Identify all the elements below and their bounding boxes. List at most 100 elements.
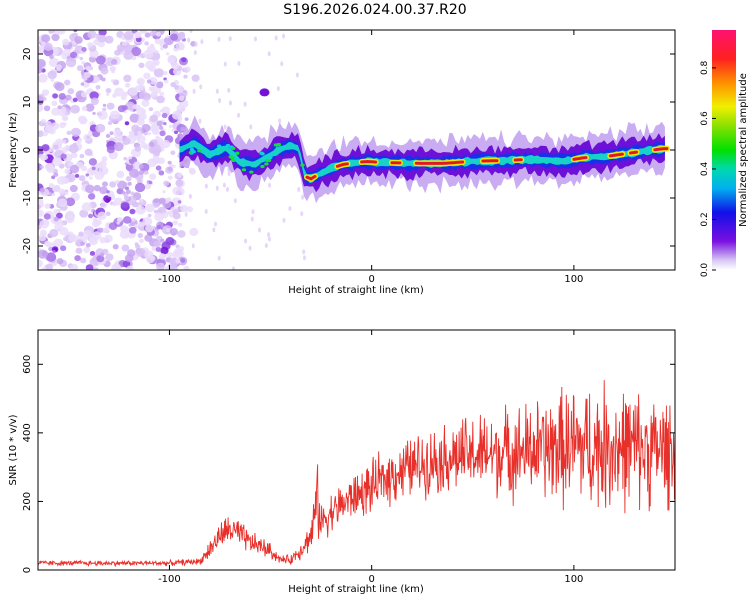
- spectrogram-noise-blob: [106, 145, 115, 154]
- spectrogram-noise-blob: [81, 105, 88, 111]
- spectrogram-noise-blob: [130, 46, 142, 57]
- spectrogram-noise-blob: [159, 109, 164, 113]
- spectrogram-noise-blob: [68, 233, 78, 242]
- spectrogram-noise-blob: [162, 44, 168, 49]
- spectrogram-noise-blob: [104, 228, 110, 234]
- spectrogram-speck: [295, 72, 299, 78]
- spectrogram-noise-blob: [183, 265, 190, 270]
- spectrogram-noise-blob: [62, 139, 67, 144]
- spectrogram-noise-blob: [145, 224, 154, 233]
- spectrogram-speck: [225, 186, 229, 192]
- spectrogram-noise-blob: [69, 165, 80, 174]
- spectrogram-noise-blob: [170, 150, 176, 155]
- spectrogram-noise-blob: [124, 254, 134, 263]
- spectrogram-noise-blob: [38, 103, 44, 113]
- spectrogram-noise-blob: [95, 123, 106, 133]
- spectrogram-noise-blob: [137, 130, 142, 135]
- spectrogram-speck: [212, 227, 216, 233]
- spectrogram-speck: [191, 243, 195, 249]
- spectrogram-noise-blob: [155, 246, 162, 252]
- ridge-core-red: [608, 152, 624, 158]
- spectrogram-noise-blob: [160, 238, 165, 243]
- spectrogram-speck: [184, 68, 188, 74]
- spectrogram-noise-blob: [66, 130, 72, 136]
- spectrogram-noise-blob: [81, 47, 87, 52]
- spectrogram-speck: [300, 211, 304, 217]
- spectrogram-noise-blob: [171, 197, 182, 207]
- spectrogram-noise-blob: [179, 31, 185, 37]
- spectrogram-noise-blob: [122, 137, 131, 145]
- spectrogram-noise-blob: [143, 170, 149, 175]
- spectrogram-noise-blob: [139, 30, 147, 34]
- spectrogram-speck: [192, 88, 196, 94]
- spectrogram-noise-blob: [78, 175, 86, 182]
- spectrogram-y-ticks: -20 -10 0 10 20: [22, 48, 675, 254]
- spectrogram-noise-blob: [149, 173, 157, 180]
- spectrogram-noise-blob: [128, 87, 138, 96]
- spectrogram-noise-blob: [101, 156, 108, 162]
- ridge-highlight: [259, 151, 264, 155]
- spectrogram-noise-blob: [65, 197, 76, 207]
- spectrogram-speck: [278, 118, 282, 124]
- spectrogram-noise-blob: [153, 198, 159, 204]
- spectrogram-noise-blob: [105, 88, 112, 94]
- spectrogram-noise-blob: [123, 44, 133, 53]
- spectrogram-noise-blob: [177, 230, 186, 238]
- spectrogram-noise-blob: [125, 189, 131, 195]
- spectrogram-noise-blob: [72, 97, 78, 103]
- spectrogram-noise-blob: [172, 186, 182, 196]
- spectrogram-noise-blob: [60, 245, 67, 252]
- spectrogram-noise-blob: [120, 202, 130, 211]
- spectrogram-noise-blob: [155, 165, 162, 171]
- spectrogram-speck: [250, 216, 254, 222]
- spectrogram-noise-blob: [135, 36, 142, 43]
- spectrogram-noise-blob: [87, 42, 94, 48]
- ridge-core-red: [360, 159, 378, 164]
- spectrogram-noise-blob: [49, 228, 59, 238]
- spectrogram-noise-blob: [38, 259, 43, 268]
- spectrogram-speck: [280, 61, 284, 67]
- spectrogram-noise-blob: [154, 38, 161, 45]
- spectrogram-noise-blob: [54, 222, 64, 231]
- spectrogram-noise-blob: [149, 114, 158, 123]
- spectrogram-noise-blob: [144, 41, 149, 46]
- spectrogram-noise-blob: [99, 186, 108, 195]
- spectrogram-noise-blob: [165, 52, 170, 56]
- snr-x-label: Height of straight line (km): [288, 584, 424, 595]
- spectrogram-noise-blob: [64, 168, 71, 175]
- ridge-highlight: [260, 164, 265, 169]
- spectrogram-noise-blob: [186, 206, 194, 213]
- spectrogram-noise-blob: [172, 220, 179, 226]
- spectrogram-noise-blob: [116, 44, 124, 52]
- spectrogram-noise-blob: [169, 265, 178, 270]
- spectrogram-noise-blob: [98, 30, 107, 37]
- spectrogram-noise-blob: [86, 135, 90, 139]
- spectrogram-speck: [231, 266, 235, 270]
- x-tick-label: -100: [158, 574, 181, 585]
- spectrogram-speck: [253, 36, 257, 42]
- spectrogram-noise-blob: [83, 229, 92, 238]
- spectrogram-noise-blob: [58, 188, 66, 195]
- spectrogram-noise-blob: [116, 217, 123, 223]
- spectrogram-noise-blob: [165, 228, 171, 233]
- spectrogram-noise-blob: [174, 130, 179, 135]
- spectrogram-noise-blob: [166, 252, 173, 258]
- spectrogram-noise-blob: [39, 187, 46, 193]
- colorbar-label: Normalized spectral amplitude: [738, 73, 749, 227]
- spectrogram-noise-blob: [40, 165, 44, 169]
- spectrogram-noise-blob: [90, 97, 99, 106]
- spectrogram-noise-blob: [89, 250, 96, 256]
- spectrogram-noise-blob: [156, 81, 164, 89]
- spectrogram-noise-blob: [70, 104, 80, 114]
- spectrogram-speck: [227, 171, 231, 177]
- spectrogram-noise-blob: [61, 222, 65, 227]
- spectrogram-noise-blob: [165, 166, 174, 174]
- spectrogram-x-label: Height of straight line (km): [288, 285, 424, 296]
- spectrogram-noise-blob: [43, 105, 51, 112]
- spectrogram-noise-blob: [135, 205, 146, 215]
- spectrogram-noise-blob: [85, 264, 94, 270]
- spectrogram-noise-blob: [189, 168, 196, 175]
- spectrogram-noise-blob: [79, 257, 87, 264]
- spectrogram-noise-blob: [95, 55, 106, 65]
